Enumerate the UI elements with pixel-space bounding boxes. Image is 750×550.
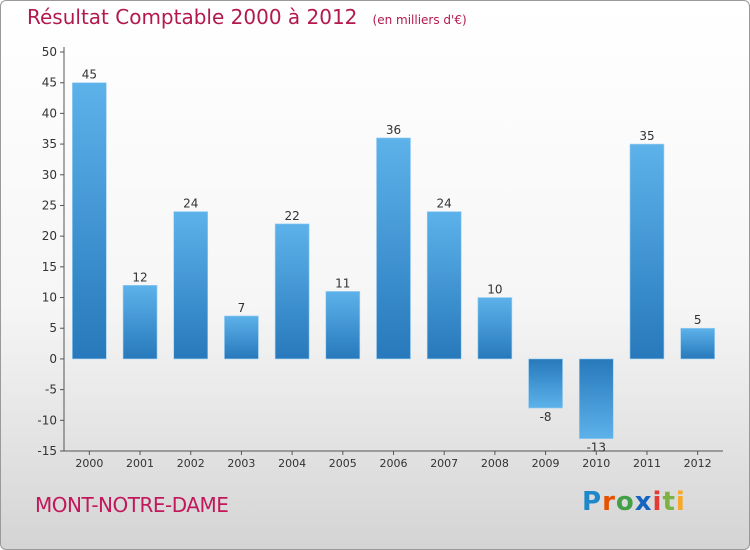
logo-letter: o [615, 487, 635, 517]
chart-title-block: Résultat Comptable 2000 à 2012 (en milli… [27, 5, 467, 29]
y-tick-label: -5 [45, 383, 57, 397]
bar [122, 284, 158, 360]
y-tick-label: 0 [49, 352, 57, 366]
logo-letter: t [662, 487, 676, 517]
x-tick-label: 2000 [75, 457, 103, 470]
x-tick-label: 2002 [177, 457, 205, 470]
data-label: 36 [386, 123, 401, 137]
town-name: MONT-NOTRE-DAME [35, 493, 229, 517]
bar [426, 211, 462, 360]
y-tick-label: 5 [49, 321, 57, 335]
data-label: 11 [335, 276, 350, 290]
bar [325, 291, 361, 360]
x-tick-label: 2005 [329, 457, 357, 470]
y-tick-label: 10 [42, 291, 57, 305]
x-tick-label: 2012 [684, 457, 712, 470]
bar [224, 315, 259, 360]
data-label: 12 [132, 270, 147, 284]
x-tick-label: 2009 [532, 457, 560, 470]
logo-letter: i [652, 487, 663, 517]
x-tick-label: 2006 [380, 457, 408, 470]
y-tick-label: 25 [42, 198, 57, 212]
x-tick-label: 2010 [582, 457, 610, 470]
x-tick-label: 2001 [126, 457, 154, 470]
x-tick-label: 2004 [278, 457, 306, 470]
data-label: 22 [284, 209, 299, 223]
data-label: -8 [540, 410, 552, 424]
bar [376, 137, 411, 360]
data-label: 24 [183, 197, 198, 211]
proxiti-logo[interactable]: Proxiti [582, 487, 686, 517]
y-tick-label: 35 [42, 137, 57, 151]
bar [629, 143, 665, 360]
y-tick-label: 50 [42, 45, 57, 59]
y-tick-label: 15 [42, 260, 57, 274]
logo-letter: i [675, 487, 686, 517]
y-tick-label: 20 [42, 229, 57, 243]
chart-title: Résultat Comptable 2000 à 2012 [27, 5, 358, 29]
y-tick-label: 45 [42, 76, 57, 90]
y-tick-label: 30 [42, 168, 57, 182]
logo-letter: P [582, 487, 603, 517]
bar [274, 223, 310, 360]
data-label: 7 [238, 301, 246, 315]
y-tick-label: -10 [37, 413, 57, 427]
y-tick-label: 40 [42, 106, 57, 120]
bar [528, 358, 563, 409]
x-tick-label: 2003 [227, 457, 255, 470]
chart-subtitle: (en milliers d'€) [372, 13, 467, 27]
logo-letter: r [602, 487, 616, 517]
data-label: 24 [437, 197, 452, 211]
data-label: 5 [694, 313, 702, 327]
bar [578, 358, 614, 440]
data-label: 35 [639, 129, 654, 143]
x-tick-label: 2007 [430, 457, 458, 470]
bar [173, 211, 209, 360]
logo-letter: x [634, 487, 653, 517]
bar [680, 327, 715, 360]
x-tick-label: 2011 [633, 457, 661, 470]
y-tick-label: -15 [37, 444, 57, 458]
x-tick-label: 2008 [481, 457, 509, 470]
data-label: -13 [586, 441, 606, 455]
bar [477, 297, 513, 360]
bar [72, 82, 107, 360]
data-label: 10 [487, 283, 502, 297]
data-label: 45 [82, 68, 97, 82]
